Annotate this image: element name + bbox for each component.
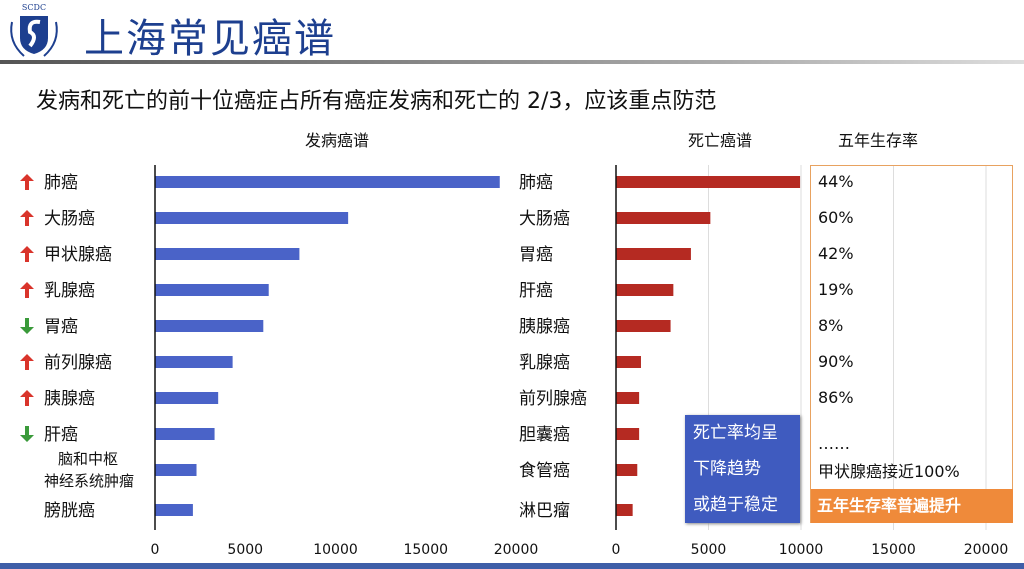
category-label: 淋巴瘤 (519, 501, 570, 521)
x-tick-label: 15000 (871, 542, 916, 558)
survival-rate: 42% (818, 244, 854, 263)
bar (616, 356, 641, 368)
bar (155, 428, 215, 440)
bar (155, 248, 300, 260)
arrow-down-icon (20, 426, 34, 442)
arrow-up-icon (20, 354, 34, 370)
survival-rate: 86% (818, 388, 854, 407)
x-tick-label: 15000 (403, 542, 448, 558)
bar (616, 392, 640, 404)
category-label: 大肠癌 (519, 209, 570, 229)
category-label: 神经系统肿瘤 (44, 472, 134, 490)
mortality-callout-line: 或趋于稳定 (693, 495, 778, 515)
page-title: 上海常见癌谱 (84, 16, 336, 62)
header-divider (0, 60, 1024, 64)
bar (155, 392, 219, 404)
x-tick-label: 10000 (779, 542, 824, 558)
survival-rate: 44% (818, 172, 854, 191)
mortality-callout: 死亡率均呈 下降趋势 或趋于稳定 (685, 415, 800, 523)
survival-rate: 19% (818, 280, 854, 299)
bar (616, 428, 640, 440)
header: SCDC 上海常见癌谱 (0, 0, 1024, 64)
arrow-up-icon (20, 174, 34, 190)
category-label: 乳腺癌 (519, 353, 570, 373)
category-label: 大肠癌 (44, 209, 95, 229)
category-label: 前列腺癌 (44, 353, 112, 373)
mortality-chart-title: 死亡癌谱 (688, 131, 753, 150)
bar (616, 464, 638, 476)
bar (616, 176, 801, 188)
bar (616, 504, 633, 516)
category-label: 脑和中枢 (58, 450, 118, 468)
bar (155, 320, 264, 332)
arrow-down-icon (20, 318, 34, 334)
x-tick-label: 10000 (313, 542, 358, 558)
category-label: 肺癌 (44, 173, 78, 193)
subtitle: 发病和死亡的前十位癌症占所有癌症发病和死亡的 2/3，应该重点防范 (36, 89, 717, 114)
arrow-up-icon (20, 390, 34, 406)
bar (155, 464, 197, 476)
category-label: 膀胱癌 (44, 501, 95, 521)
survival-note: 甲状腺癌接近100% (818, 462, 960, 481)
bar (616, 320, 671, 332)
category-label: 胃癌 (44, 317, 78, 337)
svg-text:SCDC: SCDC (22, 3, 46, 12)
category-label: 胃癌 (519, 245, 553, 265)
mortality-callout-line: 下降趋势 (693, 459, 761, 479)
category-label: 食管癌 (519, 461, 570, 481)
category-label: 甲状腺癌 (44, 245, 112, 265)
survival-rate: 8% (818, 316, 844, 335)
category-label: 胰腺癌 (44, 389, 95, 409)
bar (155, 212, 349, 224)
x-tick-label: 0 (151, 542, 160, 558)
category-label: 前列腺癌 (519, 389, 587, 409)
category-label: 胆囊癌 (519, 425, 570, 445)
category-label: 肺癌 (519, 173, 553, 193)
category-label: 肝癌 (44, 425, 78, 445)
x-tick-label: 5000 (227, 542, 263, 558)
survival-rate: 90% (818, 352, 854, 371)
incidence-chart-title: 发病癌谱 (305, 131, 370, 150)
bar (616, 284, 674, 296)
arrow-up-icon (20, 246, 34, 262)
scdc-logo: SCDC (10, 3, 58, 57)
x-tick-label: 20000 (964, 542, 1009, 558)
bar (155, 284, 269, 296)
category-label: 乳腺癌 (44, 281, 95, 301)
category-label: 胰腺癌 (519, 317, 570, 337)
x-tick-label: 0 (612, 542, 621, 558)
survival-title: 五年生存率 (838, 131, 919, 150)
bar (616, 212, 711, 224)
bar (616, 248, 691, 260)
arrow-up-icon (20, 282, 34, 298)
x-tick-label: 5000 (691, 542, 727, 558)
x-tick-label: 20000 (494, 542, 539, 558)
bar (155, 504, 193, 516)
bar (155, 176, 500, 188)
survival-callout: 五年生存率普遍提升 (811, 489, 1013, 523)
arrow-up-icon (20, 210, 34, 226)
bar (155, 356, 233, 368)
footer-bar (0, 563, 1024, 569)
survival-ellipsis: …… (818, 434, 850, 453)
mortality-callout-line: 死亡率均呈 (693, 423, 778, 443)
category-label: 肝癌 (519, 281, 553, 301)
survival-rate: 60% (818, 208, 854, 227)
